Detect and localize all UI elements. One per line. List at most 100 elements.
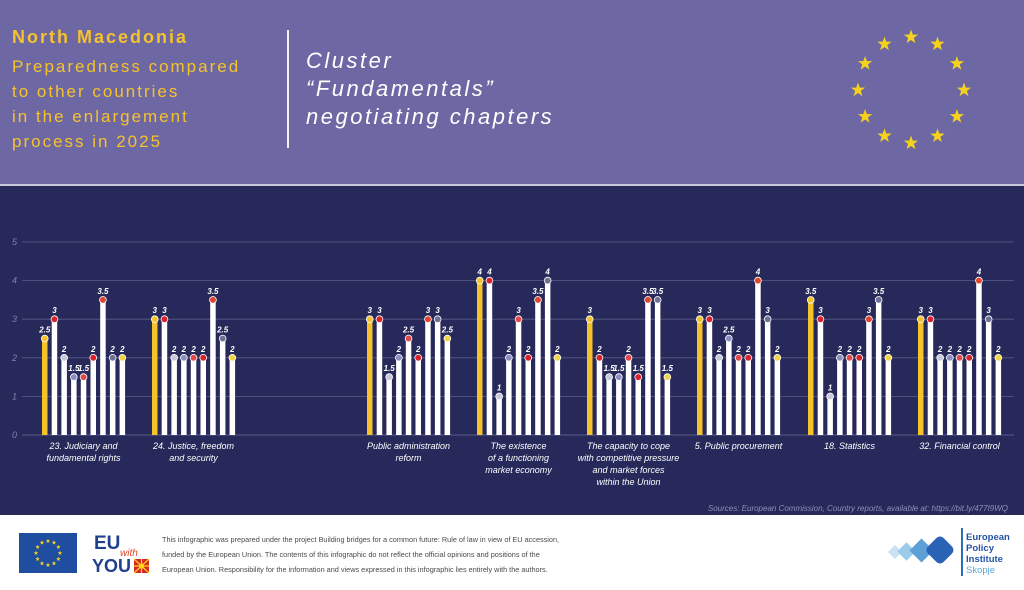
bar [587, 319, 593, 435]
chart-area: 0 1 2 3 4 5 2.5 3 2 1.5 1.5 2 3.5 2 2 23. Judiciary and… [0, 186, 1024, 515]
star-icon [33, 550, 39, 555]
flag-dot-icon [118, 354, 127, 362]
flag-dot-icon [644, 296, 652, 304]
flag-dot-icon [395, 354, 403, 362]
bar-value-label: 1.5 [662, 364, 674, 373]
bar-value-label: 2 [181, 345, 187, 354]
flag-dot-icon [475, 276, 484, 285]
bar-value-label: 3 [426, 306, 431, 315]
bar-value-label: 2 [745, 345, 751, 354]
sources-note: Sources: European Commission, Country re… [707, 504, 1008, 513]
category-label: fundamental rights [47, 453, 122, 463]
bar-value-label: 2 [61, 345, 67, 354]
bar-value-label: 3 [377, 306, 382, 315]
bar-value-label: 4 [976, 268, 982, 277]
star-icon [39, 560, 45, 566]
bar [866, 319, 872, 435]
bar-value-label: 2 [625, 345, 631, 354]
bar-value-label: 2 [229, 345, 235, 354]
star-icon [45, 562, 51, 567]
flag-dot-icon [916, 315, 925, 324]
flag-dot-icon [199, 354, 208, 362]
bar [525, 357, 531, 435]
bar-value-label: 4 [544, 268, 550, 277]
category-label: 32. Financial control [919, 441, 1001, 451]
bar [846, 357, 853, 435]
bar-value-label: 1 [828, 383, 833, 392]
bar [755, 280, 761, 435]
cluster-title-line: Cluster [306, 48, 394, 73]
bar-value-label: 2 [937, 345, 943, 354]
bar [976, 280, 982, 435]
flag-dot-icon [524, 354, 533, 362]
star-icon [949, 56, 965, 70]
bar [697, 319, 703, 435]
bar-value-label: 3.5 [805, 287, 817, 296]
flag-dot-icon [365, 315, 374, 324]
bar-value-label: 3 [765, 306, 770, 315]
bar-value-label: 2 [119, 345, 125, 354]
flag-dot-icon [773, 354, 782, 362]
bar-value-label: 2 [947, 345, 953, 354]
bar [535, 299, 541, 435]
subtitle-line: to other countries [12, 82, 180, 101]
logo-text-eu: EU [94, 533, 120, 554]
header-divider [287, 30, 289, 148]
bar-value-label: 2 [774, 345, 780, 354]
category-label: The capacity to cope [587, 441, 670, 451]
subtitle-line: in the enlargement [12, 107, 189, 126]
bar [726, 338, 732, 435]
bar [171, 357, 177, 435]
bar-value-label: 2.5 [38, 326, 51, 335]
eu-stars-icon [850, 29, 972, 150]
bar [817, 319, 824, 435]
category-label: 5. Public procurement [695, 441, 783, 451]
category-label: 18. Statistics [824, 441, 876, 451]
bar [415, 357, 421, 435]
bar [229, 357, 236, 435]
bar-value-label: 3 [707, 306, 712, 315]
bar-value-label: 1.5 [613, 364, 625, 373]
flag-dot-icon [505, 354, 513, 362]
flag-dot-icon [884, 354, 893, 362]
flag-dot-icon [816, 315, 825, 324]
flag-dot-icon [725, 334, 733, 343]
country-title: North Macedonia [12, 27, 189, 47]
flag-dot-icon [553, 354, 562, 362]
flag-dot-icon [695, 315, 704, 324]
bar-value-label: 3.5 [642, 287, 654, 296]
flag-dot-icon [443, 334, 452, 343]
flag-dot-icon [375, 315, 384, 324]
bar-value-label: 1.5 [384, 364, 396, 373]
bar [837, 357, 843, 435]
epi-name-line: European [966, 532, 1010, 543]
category-label: Public administration [367, 441, 450, 451]
flag-dot-icon [99, 296, 107, 304]
flag-dot-icon [955, 354, 964, 362]
star-icon [877, 128, 892, 142]
bar-value-label: 4 [486, 268, 492, 277]
bar-value-label: 2 [90, 345, 96, 354]
bar-value-label: 1 [497, 383, 502, 392]
y-tick-label: 4 [12, 276, 17, 286]
bar-value-label: 3 [818, 306, 823, 315]
flag-dot-icon [160, 315, 169, 324]
bar-value-label: 2.5 [722, 326, 735, 335]
flag-dot-icon [615, 373, 623, 381]
bar [61, 357, 67, 435]
bar-value-label: 2.5 [402, 326, 415, 335]
flag-dot-icon [874, 296, 883, 304]
bar [396, 357, 402, 435]
flag-dot-icon [994, 354, 1003, 362]
flag-dot-icon [79, 373, 88, 381]
bar-value-label: 2.5 [216, 326, 229, 335]
flag-dot-icon [763, 315, 772, 324]
bar-value-label: 2 [885, 345, 891, 354]
bar [100, 299, 106, 435]
bar [367, 319, 373, 435]
bar [80, 377, 87, 435]
flag-dot-icon [865, 315, 873, 324]
bar-value-label: 2 [190, 345, 196, 354]
bar [947, 357, 953, 435]
bar-value-label: 3 [928, 306, 933, 315]
